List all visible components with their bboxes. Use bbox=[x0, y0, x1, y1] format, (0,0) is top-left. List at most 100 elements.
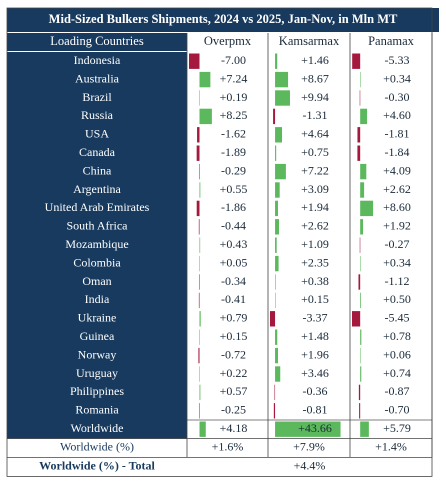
data-bar bbox=[360, 163, 367, 180]
data-bar bbox=[360, 182, 365, 198]
cell-value: -5.45 bbox=[385, 311, 410, 325]
pct-label: Worldwide (%) bbox=[60, 440, 134, 454]
cell-value: +4.18 bbox=[220, 421, 248, 435]
cell-value: -1.81 bbox=[385, 127, 410, 141]
cell-value: -0.36 bbox=[303, 384, 328, 398]
cell-value: +4.09 bbox=[383, 163, 411, 177]
country-label: United Arab Emirates bbox=[45, 200, 150, 214]
cell-value: +3.46 bbox=[301, 366, 329, 380]
data-bar bbox=[360, 219, 364, 235]
header-cell bbox=[7, 33, 187, 51]
cell-value: +0.79 bbox=[220, 311, 248, 325]
cell-value: -0.25 bbox=[221, 403, 246, 417]
title-bar bbox=[7, 8, 439, 32]
country-label: Oman bbox=[82, 274, 111, 288]
country-label: South Africa bbox=[67, 219, 129, 233]
row-label-cell bbox=[7, 88, 187, 108]
data-bar bbox=[275, 292, 276, 309]
cell-value: +1.46 bbox=[301, 53, 329, 67]
cell-value: +3.09 bbox=[301, 182, 329, 196]
data-bar bbox=[199, 421, 206, 437]
cell-value: +0.55 bbox=[220, 182, 248, 196]
cell-value: +2.62 bbox=[383, 182, 411, 196]
data-bar bbox=[196, 200, 200, 217]
cell-value: -0.81 bbox=[303, 403, 328, 417]
country-label: Uruguay bbox=[76, 366, 118, 380]
table-title: Mid-Sized Bulkers Shipments, 2024 vs 202… bbox=[49, 12, 398, 26]
data-bar bbox=[197, 127, 200, 143]
country-label: Norway bbox=[78, 347, 117, 361]
cell-value: +0.06 bbox=[383, 347, 411, 361]
country-label: China bbox=[83, 163, 112, 177]
header-label: Loading Countries bbox=[50, 34, 144, 48]
country-label: Mozambique bbox=[65, 237, 128, 251]
data-bar bbox=[274, 384, 276, 401]
cell-value: -3.37 bbox=[303, 311, 328, 325]
row-label-cell bbox=[7, 291, 187, 311]
data-bar bbox=[275, 366, 281, 382]
country-label: Philippines bbox=[70, 384, 124, 398]
cell-value: +1.96 bbox=[301, 347, 329, 361]
data-bar bbox=[199, 163, 200, 180]
table-border bbox=[6, 7, 433, 477]
data-bar bbox=[189, 53, 200, 69]
country-label: Worldwide bbox=[70, 421, 123, 435]
cell-value: +4.64 bbox=[301, 127, 329, 141]
data-bar bbox=[199, 90, 200, 106]
data-bar bbox=[199, 384, 201, 401]
data-bar bbox=[275, 90, 290, 106]
row-label-cell bbox=[7, 199, 187, 219]
cell-value: -5.33 bbox=[385, 53, 410, 67]
row-label-cell bbox=[7, 401, 187, 421]
data-bar bbox=[357, 127, 361, 143]
data-bar bbox=[199, 255, 200, 272]
data-bar bbox=[360, 366, 362, 382]
cell-value: +0.15 bbox=[301, 292, 329, 306]
cell-value: +2.35 bbox=[301, 255, 329, 269]
data-bar bbox=[352, 311, 361, 327]
country-label: India bbox=[85, 292, 110, 306]
data-bar bbox=[199, 311, 201, 327]
data-bar bbox=[360, 255, 361, 272]
cell-value: -0.41 bbox=[221, 292, 246, 306]
country-label: Argentina bbox=[73, 182, 121, 196]
row-label-cell bbox=[7, 180, 187, 200]
country-label: Colombia bbox=[73, 255, 121, 269]
cell-value: -0.87 bbox=[385, 384, 410, 398]
data-bar bbox=[359, 237, 361, 253]
cell-value: +0.19 bbox=[220, 90, 248, 104]
cell-value: +9.94 bbox=[301, 90, 329, 104]
cell-value: -0.72 bbox=[221, 347, 246, 361]
data-bar bbox=[199, 329, 200, 345]
cell-value: +7.22 bbox=[301, 163, 329, 177]
data-bar bbox=[275, 219, 279, 235]
data-bar bbox=[275, 127, 283, 143]
cell-value: -0.27 bbox=[385, 237, 410, 251]
cell-value: +1.94 bbox=[301, 200, 329, 214]
row-label-cell bbox=[7, 52, 187, 71]
data-bar bbox=[359, 403, 361, 419]
data-bar bbox=[270, 311, 276, 327]
data-bar bbox=[275, 329, 278, 345]
cell-value: +8.60 bbox=[383, 200, 411, 214]
data-bar bbox=[198, 219, 200, 235]
row-label-cell bbox=[7, 309, 187, 329]
data-bar bbox=[275, 347, 278, 364]
country-label: USA bbox=[85, 127, 109, 141]
data-bar bbox=[275, 163, 286, 180]
total-label: Worldwide (%) - Total bbox=[39, 459, 155, 473]
country-label: Canada bbox=[79, 145, 116, 159]
data-bar bbox=[359, 90, 361, 106]
row-label-cell bbox=[7, 107, 187, 127]
data-bar bbox=[275, 71, 289, 88]
row-label-cell bbox=[7, 236, 187, 255]
cell-value: +0.78 bbox=[383, 329, 411, 343]
cell-value: -0.30 bbox=[385, 90, 410, 104]
data-bar bbox=[360, 200, 374, 217]
column-header: Panamax bbox=[368, 34, 415, 48]
cell-value: +0.75 bbox=[301, 145, 329, 159]
data-bar bbox=[273, 403, 276, 419]
row-label-cell bbox=[7, 328, 187, 347]
cell-value: -0.70 bbox=[385, 403, 410, 417]
cell-value: +0.74 bbox=[383, 366, 411, 380]
